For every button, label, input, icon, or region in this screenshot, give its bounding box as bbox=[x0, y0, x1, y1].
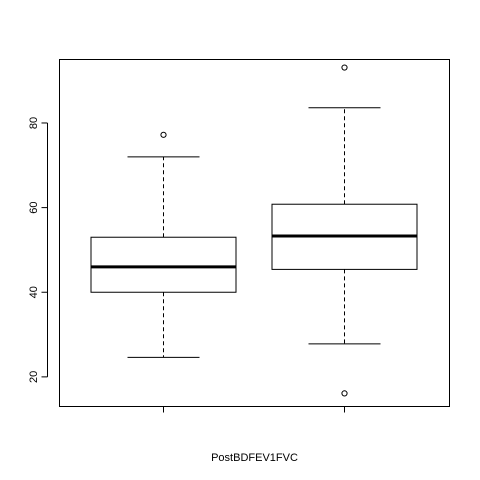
outlier-point bbox=[341, 390, 348, 397]
box-iqr bbox=[90, 236, 237, 293]
y-tick-label: 40 bbox=[28, 286, 40, 298]
box-2 bbox=[271, 64, 418, 397]
y-axis: 20 40 60 80 bbox=[28, 117, 48, 383]
box-1 bbox=[90, 131, 237, 358]
outlier-point bbox=[160, 131, 167, 138]
x-axis bbox=[163, 406, 345, 413]
x-axis-label: PostBDFEV1FVC bbox=[211, 452, 298, 464]
boxes bbox=[90, 64, 418, 397]
y-tick-label: 60 bbox=[28, 201, 40, 213]
outlier-point bbox=[341, 64, 348, 71]
y-tick-label: 80 bbox=[28, 117, 40, 129]
y-tick-label: 20 bbox=[28, 371, 40, 383]
